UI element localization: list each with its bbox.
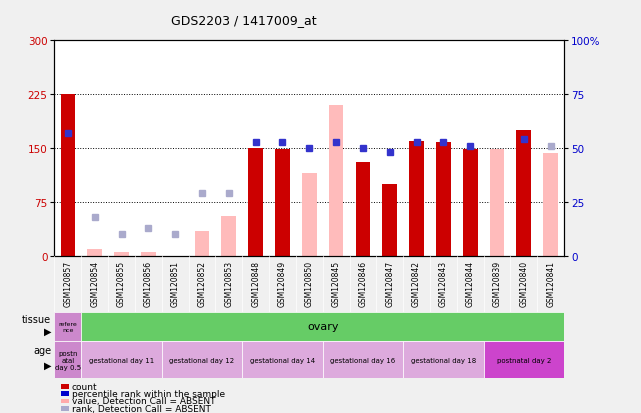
Text: GSM120845: GSM120845 <box>331 261 340 306</box>
Bar <box>302 174 317 256</box>
Bar <box>60 95 75 256</box>
Text: GSM120842: GSM120842 <box>412 261 421 306</box>
Bar <box>248 149 263 256</box>
Text: gestational day 18: gestational day 18 <box>411 357 476 363</box>
Text: GSM120854: GSM120854 <box>90 261 99 306</box>
Text: GSM120846: GSM120846 <box>358 261 367 306</box>
Text: tissue: tissue <box>22 315 51 325</box>
Text: refere
nce: refere nce <box>58 321 78 332</box>
Text: gestational day 12: gestational day 12 <box>169 357 235 363</box>
Bar <box>54 342 81 378</box>
Bar <box>162 342 242 378</box>
Bar <box>87 249 102 256</box>
Bar <box>356 163 370 256</box>
Text: GSM120855: GSM120855 <box>117 261 126 306</box>
Text: ▶: ▶ <box>44 360 51 370</box>
Text: count: count <box>72 382 97 391</box>
Text: GSM120844: GSM120844 <box>466 261 475 306</box>
Bar <box>54 313 81 341</box>
Bar <box>544 154 558 256</box>
Text: GSM120849: GSM120849 <box>278 261 287 306</box>
Bar <box>490 150 504 256</box>
Bar <box>483 342 564 378</box>
Text: age: age <box>33 346 51 356</box>
Text: GSM120857: GSM120857 <box>63 261 72 306</box>
Text: GSM120856: GSM120856 <box>144 261 153 306</box>
Text: GDS2203 / 1417009_at: GDS2203 / 1417009_at <box>171 14 317 27</box>
Bar <box>383 185 397 256</box>
Bar <box>403 342 483 378</box>
Text: GSM120841: GSM120841 <box>546 261 555 306</box>
Bar <box>436 143 451 256</box>
Bar <box>221 217 236 256</box>
Bar <box>141 252 156 256</box>
Text: ovary: ovary <box>307 322 338 332</box>
Bar <box>195 231 210 256</box>
Text: postnatal day 2: postnatal day 2 <box>497 357 551 363</box>
Bar <box>329 106 344 256</box>
Bar <box>517 131 531 256</box>
Bar <box>81 342 162 378</box>
Text: gestational day 16: gestational day 16 <box>330 357 395 363</box>
Text: gestational day 11: gestational day 11 <box>89 357 154 363</box>
Bar <box>275 150 290 256</box>
Text: postn
atal
day 0.5: postn atal day 0.5 <box>55 350 81 370</box>
Text: GSM120848: GSM120848 <box>251 261 260 306</box>
Text: value, Detection Call = ABSENT: value, Detection Call = ABSENT <box>72 396 215 406</box>
Text: percentile rank within the sample: percentile rank within the sample <box>72 389 225 398</box>
Bar <box>463 150 478 256</box>
Bar <box>409 142 424 256</box>
Text: gestational day 14: gestational day 14 <box>250 357 315 363</box>
Text: GSM120839: GSM120839 <box>492 261 501 306</box>
Text: GSM120852: GSM120852 <box>197 261 206 306</box>
Text: GSM120850: GSM120850 <box>304 261 314 306</box>
Text: GSM120853: GSM120853 <box>224 261 233 306</box>
Text: GSM120843: GSM120843 <box>439 261 448 306</box>
Bar <box>242 342 322 378</box>
Text: rank, Detection Call = ABSENT: rank, Detection Call = ABSENT <box>72 404 211 413</box>
Text: GSM120851: GSM120851 <box>171 261 179 306</box>
Text: GSM120840: GSM120840 <box>519 261 528 306</box>
Text: GSM120847: GSM120847 <box>385 261 394 306</box>
Text: ▶: ▶ <box>44 326 51 336</box>
Bar <box>114 252 129 256</box>
Bar <box>322 342 403 378</box>
